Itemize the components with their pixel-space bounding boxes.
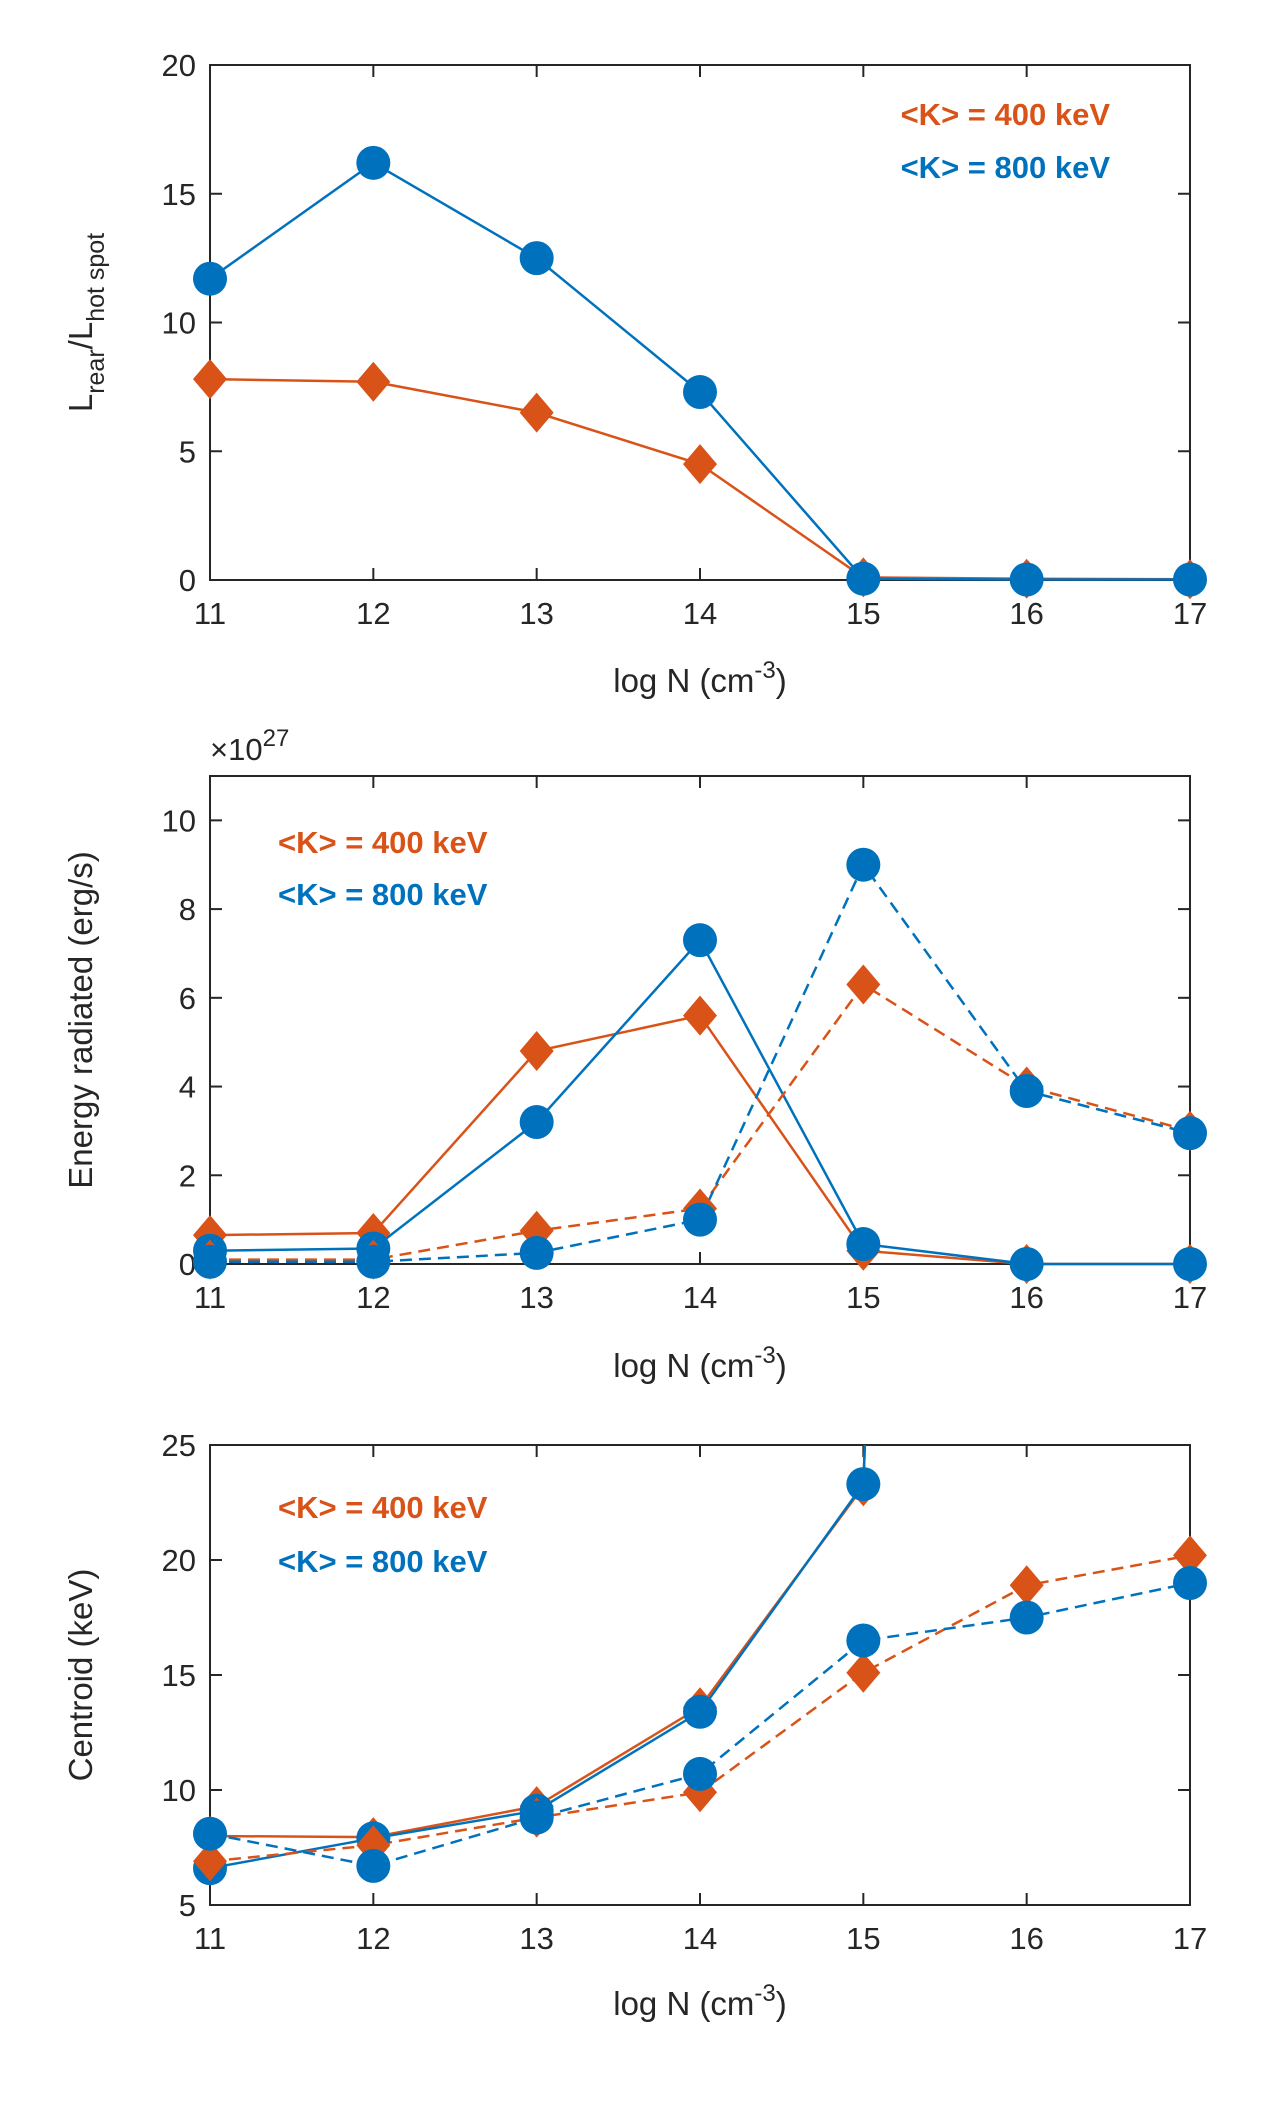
y-tick-label: 15 [162, 1658, 196, 1693]
x-axis-label: log N (cm-3) [613, 657, 787, 699]
y-tick-label: 8 [179, 892, 196, 927]
x-tick-label: 13 [519, 1280, 553, 1315]
data-point-4-2 [356, 1244, 391, 1279]
data-point-2-3 [519, 1105, 554, 1140]
data-point-4-1 [193, 1816, 227, 1851]
data-point-1-4 [683, 995, 717, 1036]
y-tick-label: 6 [179, 981, 196, 1016]
data-point-2-5 [846, 1227, 881, 1262]
plot-area [193, 1445, 1207, 1886]
x-tick-label: 16 [1009, 1280, 1043, 1315]
x-tick-label: 14 [683, 596, 717, 631]
y-tick-label: 20 [162, 1543, 196, 1578]
legend-entry-1: <K> = 400 keV [278, 825, 488, 860]
x-tick-label: 16 [1009, 596, 1043, 631]
data-point-1-3 [519, 1031, 554, 1072]
x-tick-label: 12 [356, 596, 390, 631]
y-axis-label: Centroid (keV) [62, 1569, 99, 1782]
data-point-2-6 [1009, 562, 1044, 597]
y-tick-label: 0 [179, 1247, 196, 1282]
x-tick-label: 14 [683, 1921, 717, 1956]
data-point-4-7 [1173, 1566, 1207, 1600]
x-tick-label: 15 [846, 596, 880, 631]
data-point-4-2 [356, 1848, 391, 1883]
x-axis-label: log N (cm-3) [613, 1342, 787, 1384]
data-point-4-5 [846, 1623, 881, 1658]
data-point-1-2 [356, 361, 391, 402]
data-point-4-3 [519, 1800, 554, 1835]
data-point-1-3 [519, 392, 554, 433]
data-point-2-5 [846, 561, 881, 596]
y-tick-label: 10 [162, 306, 196, 341]
data-point-4-4 [683, 1756, 717, 1791]
y-tick-label: 0 [179, 563, 196, 598]
y-tick-label: 5 [179, 434, 196, 469]
data-point-2-4 [683, 1694, 717, 1729]
series-line-2 [209, 161, 1190, 581]
data-point-3-6 [1009, 1565, 1044, 1606]
legend-entry-2: <K> = 800 keV [278, 877, 488, 912]
x-tick-label: 16 [1009, 1921, 1043, 1956]
y-tick-label: 10 [162, 803, 196, 838]
y-multiplier: ×1027 [210, 725, 289, 767]
x-tick-label: 17 [1173, 596, 1207, 631]
x-tick-label: 17 [1173, 1921, 1207, 1956]
y-tick-label: 2 [179, 1158, 196, 1193]
x-tick-label: 17 [1173, 1280, 1207, 1315]
x-tick-label: 15 [846, 1280, 880, 1315]
data-point-4-1 [193, 1244, 227, 1279]
legend-entry-2: <K> = 800 keV [278, 1544, 488, 1579]
data-point-4-4 [683, 1202, 717, 1237]
y-tick-label: 25 [162, 1428, 196, 1463]
x-tick-label: 11 [194, 1280, 226, 1315]
data-point-4-6 [1009, 1073, 1044, 1108]
data-point-4-5 [846, 847, 881, 882]
panel-1: 11 12 13 14 15 16 17 0 5 10 15 20 log N (cm-3) Lrear/… [62, 48, 1207, 699]
data-point-3-5 [846, 964, 881, 1005]
y-tick-label: 10 [162, 1773, 196, 1808]
data-point-4-3 [519, 1235, 554, 1270]
axes-box [209, 64, 1191, 581]
x-tick-label: 14 [683, 1280, 717, 1315]
x-tick-label: 13 [519, 596, 553, 631]
data-point-2-2 [356, 145, 391, 180]
legend-entry-1: <K> = 400 keV [901, 97, 1111, 132]
data-point-2-7 [1173, 562, 1207, 597]
legend-entry-1: <K> = 400 keV [278, 1490, 488, 1525]
data-point-2-7 [1173, 1247, 1207, 1281]
data-point-4-7 [1173, 1116, 1207, 1151]
data-point-2-4 [683, 923, 717, 958]
y-tick-label: 5 [179, 1888, 196, 1923]
y-tick-label: 15 [162, 177, 196, 212]
data-point-3-5 [846, 1652, 881, 1693]
data-point-1-4 [683, 444, 717, 485]
x-tick-label: 11 [194, 1921, 226, 1956]
data-point-3-1 [193, 1841, 227, 1882]
panel-3: 11 12 13 14 15 16 17 5 10 15 20 25 log N (cm-3) Centr… [62, 1428, 1207, 2022]
data-point-4-6 [1009, 1600, 1044, 1635]
x-tick-label: 12 [356, 1280, 390, 1315]
y-tick-label: 20 [162, 48, 196, 83]
data-point-2-6 [1009, 1247, 1044, 1281]
data-point-1-1 [193, 359, 227, 400]
panel-2: 11 12 13 14 15 16 17 0 2 4 6 8 10 ×1027 log N (cm-3) En… [62, 725, 1207, 1384]
data-point-3-7 [1173, 1535, 1207, 1576]
data-point-2-1 [193, 261, 227, 296]
x-tick-label: 13 [519, 1921, 553, 1956]
data-point-2-3 [519, 241, 554, 276]
y-axis-label: Lrear/Lhot spot [62, 233, 110, 412]
data-point-2-5 [846, 1467, 881, 1502]
legend-entry-2: <K> = 800 keV [901, 150, 1111, 185]
x-axis-label: log N (cm-3) [613, 1980, 787, 2022]
plot-area [193, 847, 1207, 1284]
x-tick-label: 11 [194, 596, 226, 631]
y-axis-label: Energy radiated (erg/s) [62, 851, 99, 1189]
plot-area [193, 145, 1207, 600]
y-tick-label: 4 [179, 1070, 196, 1105]
x-tick-label: 15 [846, 1921, 880, 1956]
x-tick-label: 12 [356, 1921, 390, 1956]
data-point-2-4 [683, 375, 717, 410]
